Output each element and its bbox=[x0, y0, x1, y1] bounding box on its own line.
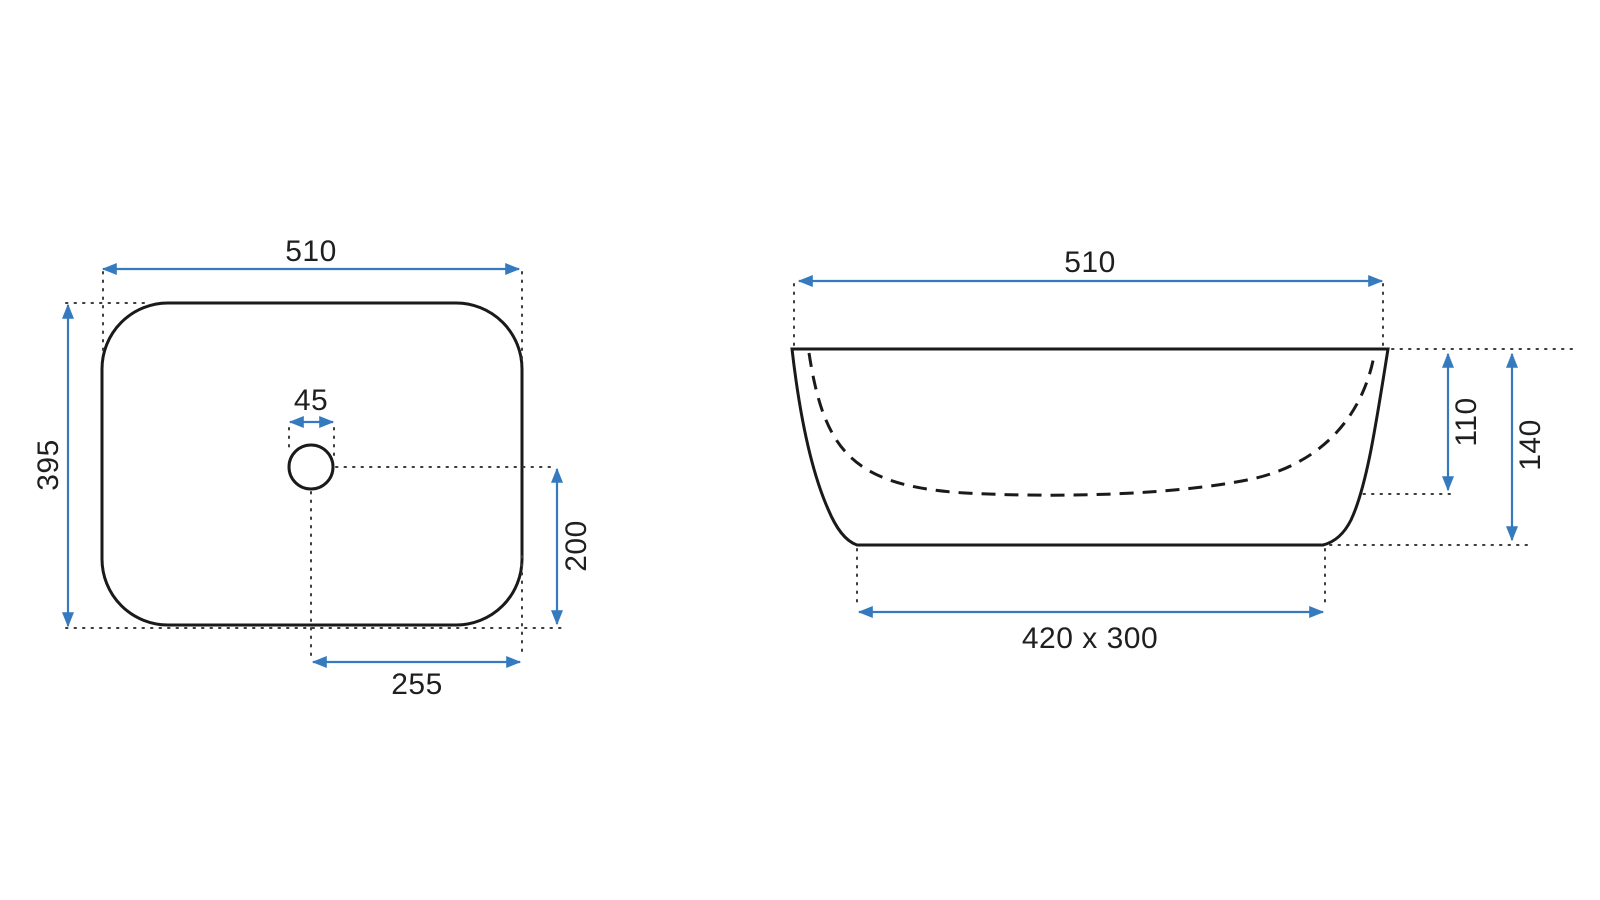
dim-label-overall-height: 140 bbox=[1514, 419, 1547, 471]
dim-label-drain-to-right: 255 bbox=[391, 668, 443, 701]
dim-label-inner-depth: 110 bbox=[1450, 397, 1483, 446]
side-view: 510 110 140 420 x 300 bbox=[790, 246, 1576, 655]
dim-label-side-view-width: 510 bbox=[1064, 246, 1116, 279]
side-view-inner-bowl-dashed bbox=[807, 352, 1376, 497]
dim-label-top-view-depth: 395 bbox=[32, 439, 65, 491]
dim-label-drain-diameter: 45 bbox=[294, 384, 328, 417]
dim-label-base-size: 420 x 300 bbox=[1022, 622, 1158, 655]
side-view-basin-outline bbox=[790, 347, 1390, 547]
dim-label-top-view-width: 510 bbox=[285, 235, 337, 268]
dim-label-drain-to-bottom: 200 bbox=[560, 520, 593, 572]
drain-hole bbox=[287, 443, 335, 491]
top-view: 510 395 45 200 255 bbox=[32, 235, 593, 701]
